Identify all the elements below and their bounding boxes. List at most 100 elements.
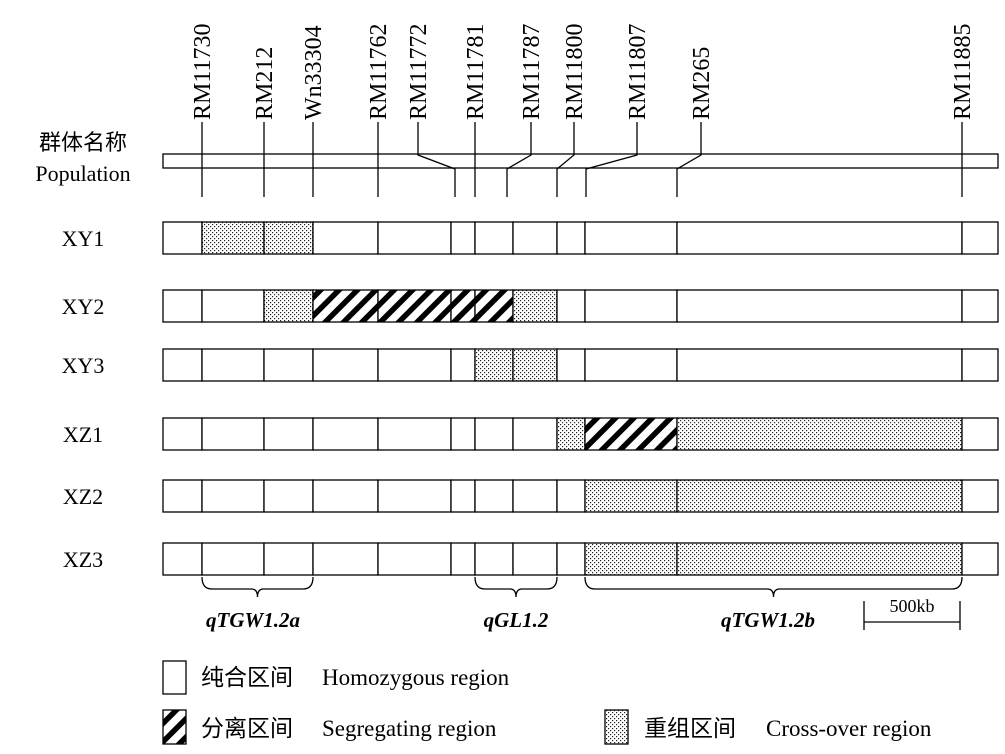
marker-label: RM11807 — [625, 24, 651, 120]
genotype-bar — [162, 289, 999, 323]
genotype-segment-homo — [377, 417, 452, 451]
qtl-label: qTGW1.2b — [721, 608, 815, 632]
genotype-bar — [162, 221, 999, 255]
genotype-segment-homo — [556, 289, 586, 323]
genotype-segment-seg — [377, 289, 452, 323]
genotype-segment-homo — [961, 221, 999, 255]
genotype-segment-homo — [961, 289, 999, 323]
genotype-segment-homo — [312, 417, 379, 451]
legend-label-crossover-zh: 重组区间 — [644, 716, 736, 741]
genotype-segment-homo — [450, 417, 476, 451]
genotype-segment-seg — [312, 289, 379, 323]
marker-label: RM11762 — [366, 24, 392, 120]
legend-label-segregating-zh: 分离区间 — [201, 716, 293, 741]
scale-label: 500kb — [890, 596, 935, 616]
genotype-segment-homo — [377, 542, 452, 576]
genotype-segment-homo — [450, 348, 476, 382]
legend-swatch-segregating — [162, 709, 187, 745]
genotype-segment-homo — [512, 479, 558, 513]
genotype-segment-homo — [162, 479, 203, 513]
genotype-segment-homo — [263, 542, 314, 576]
genotype-segment-homo — [263, 348, 314, 382]
genotype-segment-homo — [584, 348, 678, 382]
genotype-segment-homo — [312, 221, 379, 255]
population-label-en: Population — [35, 161, 130, 186]
genotype-bar — [162, 348, 999, 382]
genotype-segment-homo — [584, 221, 678, 255]
genotype-segment-homo — [584, 289, 678, 323]
genotype-segment-homo — [201, 479, 265, 513]
genotype-segment-cross — [584, 542, 678, 576]
genotype-segment-homo — [162, 348, 203, 382]
genotype-segment-cross — [263, 289, 314, 323]
population-bar — [162, 122, 999, 197]
qtl-brace — [201, 576, 314, 598]
marker-label: RM11781 — [463, 24, 489, 120]
row-label: XZ1 — [63, 422, 103, 447]
row-label: XZ2 — [63, 484, 103, 509]
genotype-segment-seg — [450, 289, 476, 323]
genotype-segment-cross — [556, 417, 586, 451]
genotype-segment-cross — [676, 479, 963, 513]
genotype-segment-homo — [450, 542, 476, 576]
genotype-segment-homo — [312, 348, 379, 382]
genotype-segment-cross — [584, 479, 678, 513]
qtl-brackets: qTGW1.2a qGL1.2 qTGW1.2b — [201, 576, 963, 632]
genotype-segment-homo — [676, 348, 963, 382]
genotype-segment-homo — [201, 417, 265, 451]
marker-label: RM212 — [252, 47, 278, 120]
genotype-segment-homo — [512, 417, 558, 451]
marker-label: RM265 — [689, 47, 715, 120]
genotype-segment-homo — [474, 542, 514, 576]
genotype-segment-homo — [162, 289, 203, 323]
marker-connector — [506, 122, 532, 197]
marker-label: RM11885 — [950, 24, 976, 120]
marker-label: RM11800 — [562, 24, 588, 120]
genotype-segment-homo — [961, 348, 999, 382]
genotype-segment-cross — [474, 348, 514, 382]
genotype-segment-cross — [512, 348, 558, 382]
legend: 纯合区间 Homozygous region 分离区间 Segregating … — [162, 660, 932, 745]
legend-label-crossover-en: Cross-over region — [766, 716, 932, 741]
population-bar-rect — [162, 153, 999, 169]
genotype-bar — [162, 479, 999, 513]
legend-swatch-crossover — [604, 709, 629, 745]
row-label: XY2 — [62, 294, 105, 319]
genotype-segment-homo — [474, 479, 514, 513]
genotype-segment-homo — [162, 417, 203, 451]
legend-label-homozygous-zh: 纯合区间 — [201, 665, 293, 690]
qtl-brace — [474, 576, 558, 598]
genotype-segment-homo — [474, 417, 514, 451]
genotype-segment-seg — [474, 289, 514, 323]
legend-label-homozygous-en: Homozygous region — [322, 665, 510, 690]
population-label-zh: 群体名称 — [39, 130, 127, 155]
marker-connector — [676, 122, 702, 197]
genotype-segment-homo — [377, 221, 452, 255]
genotype-segment-homo — [961, 542, 999, 576]
genotype-segment-homo — [450, 221, 476, 255]
qtl-brace — [584, 576, 963, 598]
genotype-segment-homo — [201, 289, 265, 323]
genotype-bar — [162, 417, 999, 451]
genotype-segment-homo — [556, 221, 586, 255]
genotype-segment-homo — [312, 542, 379, 576]
marker-connector — [417, 122, 456, 197]
genotype-segment-cross — [512, 289, 558, 323]
genotype-segment-homo — [263, 417, 314, 451]
marker-connector — [585, 122, 638, 197]
genotype-segment-homo — [676, 221, 963, 255]
genotype-bar — [162, 542, 999, 576]
genotype-segment-homo — [263, 479, 314, 513]
genotype-segment-seg — [584, 417, 678, 451]
genotype-segment-homo — [676, 289, 963, 323]
genotype-segment-homo — [312, 479, 379, 513]
genotype-segment-homo — [512, 542, 558, 576]
marker-label: RM11787 — [519, 24, 545, 120]
genotype-segment-homo — [961, 479, 999, 513]
genotype-rows: XY1 XY2 XY3 XZ1 XZ2 XZ3 — [62, 221, 999, 576]
genotype-segment-homo — [201, 348, 265, 382]
genotype-segment-cross — [676, 542, 963, 576]
marker-connector — [556, 122, 575, 197]
legend-label-segregating-en: Segregating region — [322, 716, 497, 741]
